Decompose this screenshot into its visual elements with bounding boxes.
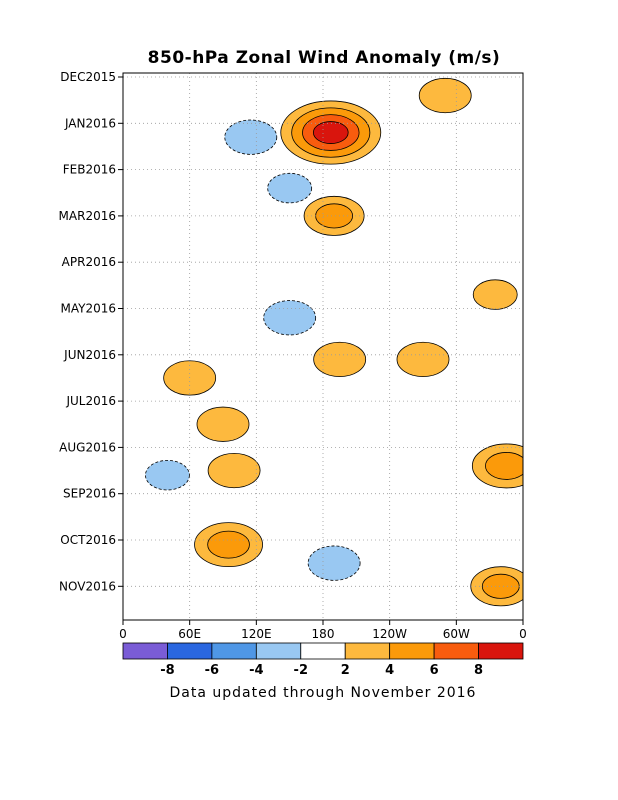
colorbar-swatch [344,642,391,660]
y-tick-label: APR2016 [62,255,116,269]
colorbar-swatch [211,642,257,660]
colorbar-label: -6 [205,663,219,678]
colorbar-swatch [389,642,435,660]
footer-note: Data updated through November 2016 [170,685,477,701]
y-tick-label: MAY2016 [61,302,117,316]
y-tick-label: AUG2016 [59,440,116,454]
x-tick-label: 60E [178,627,201,641]
x-axis: 0 60E 120E 180 120W 60W 0 [119,620,527,641]
chart-title: 850-hPa Zonal Wind Anomaly (m/s) [148,48,501,68]
colorbar-swatch [300,642,346,660]
anomaly-contour-4-0 [313,341,367,378]
colorbar-swatch [255,642,302,660]
colorbar-swatch [478,642,524,660]
y-tick-label: FEB2016 [63,163,116,177]
colorbar-label: 6 [430,663,439,678]
colorbar-label: 8 [474,663,483,678]
colorbar-swatch [122,642,168,660]
y-tick-label: JUL2016 [65,394,116,408]
y-tick-label: NOV2016 [59,579,116,593]
colorbar-label: 2 [341,663,350,678]
x-tick-label: 0 [119,627,127,641]
colorbar-label: -8 [160,663,174,678]
y-tick-label: SEP2016 [63,487,116,501]
anomaly-contour-8-0 [207,452,261,489]
y-tick-label: JUN2016 [63,348,116,362]
x-tick-label: 60W [443,627,470,641]
anomaly-contour-15-0 [418,77,472,114]
anomaly-contour-13-0 [307,545,361,581]
anomaly-contour-16-0 [472,279,518,310]
x-tick-label: 120W [372,627,407,641]
x-tick-label: 120E [241,627,272,641]
anomaly-contour-14-0 [145,459,190,491]
y-tick-label: MAR2016 [59,209,116,223]
colorbar-label: -4 [249,663,263,678]
y-tick-label: OCT2016 [60,533,116,547]
y-tick-label: DEC2015 [60,70,116,84]
colorbar-labels: -8 -6 -4 -2 2 4 6 8 [160,663,483,678]
colorbar-swatch [433,642,479,660]
anomaly-contour-5-0 [396,341,450,378]
colorbar-swatch [167,642,213,660]
x-tick-label: 180 [312,627,335,641]
x-tick-label: 0 [519,627,527,641]
y-tick-label: JAN2016 [64,116,116,130]
anomaly-contour-6-1 [485,452,523,480]
anomaly-contour-3-0 [196,406,250,442]
y-axis: DEC2015 JAN2016 FEB2016 MAR2016 APR2016 MAY20… [59,70,123,593]
anomaly-contour-10-0 [224,119,278,155]
plot-area [145,77,523,607]
colorbar [122,642,524,660]
colorbar-label: 4 [385,663,394,678]
anomaly-contour-12-0 [263,300,317,336]
gridlines [123,73,523,620]
anomaly-contour-11-0 [267,172,313,204]
colorbar-label: -2 [294,663,308,678]
anomaly-contour-7-1 [207,530,250,559]
anomaly-contour-0-3 [312,121,349,144]
